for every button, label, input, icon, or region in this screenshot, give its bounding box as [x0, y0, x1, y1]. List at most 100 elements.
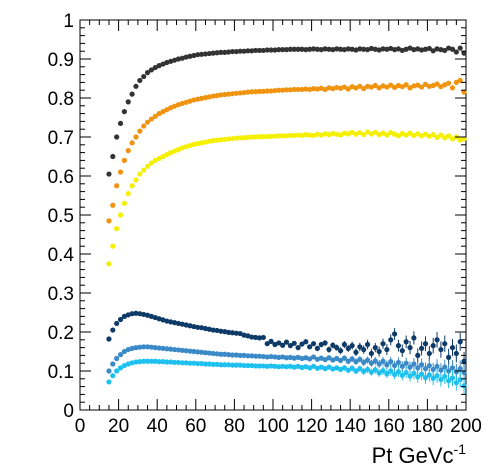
- data-point: [233, 90, 239, 96]
- data-point: [264, 354, 270, 360]
- data-point: [222, 91, 228, 98]
- data-point: [283, 87, 290, 93]
- data-point: [229, 352, 236, 358]
- data-point: [202, 139, 209, 145]
- data-point: [195, 324, 201, 330]
- data-point: [299, 46, 305, 52]
- data-point: [357, 46, 363, 52]
- data-point: [399, 372, 405, 378]
- data-point: [353, 349, 359, 355]
- y-tick-label: 0.2: [48, 323, 74, 344]
- data-point: [426, 372, 432, 378]
- data-point: [299, 355, 305, 362]
- data-point: [434, 46, 440, 52]
- data-point: [133, 345, 139, 351]
- data-point: [334, 84, 340, 91]
- data-point: [133, 310, 139, 316]
- data-point: [206, 350, 212, 356]
- data-point: [241, 362, 247, 369]
- data-point: [368, 350, 375, 357]
- data-point: [268, 338, 274, 344]
- data-point: [249, 89, 255, 95]
- data-point: [291, 364, 297, 370]
- data-point: [310, 46, 317, 52]
- data-point: [345, 345, 351, 351]
- data-point: [187, 360, 193, 366]
- data-point: [388, 82, 394, 88]
- data-point: [256, 353, 263, 359]
- data-point: [245, 89, 251, 95]
- data-point: [361, 132, 367, 138]
- data-point: [446, 80, 452, 86]
- data-point: [195, 52, 201, 58]
- data-point: [168, 319, 174, 325]
- data-point: [376, 370, 382, 376]
- data-point: [106, 368, 112, 374]
- data-point: [152, 64, 158, 71]
- data-point: [337, 132, 344, 138]
- data-point: [438, 367, 444, 373]
- data-point: [237, 90, 243, 96]
- data-point: [314, 131, 320, 137]
- data-point: [353, 368, 359, 374]
- data-point: [152, 358, 158, 364]
- data-point: [399, 84, 405, 90]
- data-point: [341, 341, 348, 348]
- data-point: [337, 357, 344, 364]
- data-point: [446, 378, 452, 384]
- data-point: [453, 49, 459, 55]
- data-point: [156, 359, 162, 365]
- data-point: [376, 348, 382, 355]
- data-point: [295, 132, 301, 138]
- data-point: [144, 344, 151, 350]
- data-point: [253, 134, 259, 140]
- data-point: [453, 350, 459, 357]
- data-point: [422, 375, 429, 381]
- x-tick-label: 20: [108, 416, 129, 437]
- data-point: [144, 119, 151, 125]
- data-point: [129, 91, 135, 97]
- data-point: [272, 354, 278, 360]
- data-point: [391, 47, 398, 53]
- data-point: [442, 364, 448, 370]
- x-tick-label: 0: [75, 416, 86, 437]
- data-point: [380, 368, 386, 374]
- data-point: [256, 134, 263, 140]
- data-point: [214, 351, 220, 357]
- data-point: [206, 50, 212, 57]
- data-point: [388, 337, 394, 343]
- data-point: [310, 86, 317, 92]
- data-point: [237, 362, 243, 368]
- series-6: [106, 358, 467, 395]
- data-point: [206, 138, 212, 144]
- y-tick-label: 0.1: [48, 362, 74, 383]
- data-point: [353, 359, 359, 365]
- data-point: [114, 368, 120, 374]
- data-point: [117, 120, 124, 126]
- data-point: [395, 343, 402, 349]
- data-point: [349, 46, 355, 52]
- data-point: [357, 83, 363, 89]
- data-point: [384, 84, 390, 90]
- data-point: [268, 353, 274, 360]
- data-point: [121, 348, 127, 355]
- data-point: [334, 131, 340, 137]
- axes: 0 20 40 60 80 100 120 140 160 180 200 0 0.1 0.2 0.3 0.4…: [48, 11, 482, 437]
- data-point: [129, 345, 135, 351]
- data-point: [287, 363, 293, 369]
- data-point: [152, 157, 158, 163]
- data-point: [133, 359, 139, 365]
- data-point: [241, 332, 247, 338]
- data-point: [195, 96, 201, 102]
- data-point: [326, 364, 332, 370]
- data-point: [430, 366, 436, 373]
- data-point: [438, 47, 444, 53]
- data-point: [241, 352, 247, 358]
- data-point: [368, 369, 375, 375]
- data-point: [141, 167, 147, 173]
- data-point: [314, 345, 320, 351]
- data-point: [222, 362, 228, 368]
- data-point: [260, 353, 266, 360]
- data-point: [449, 365, 456, 371]
- data-point: [334, 46, 340, 52]
